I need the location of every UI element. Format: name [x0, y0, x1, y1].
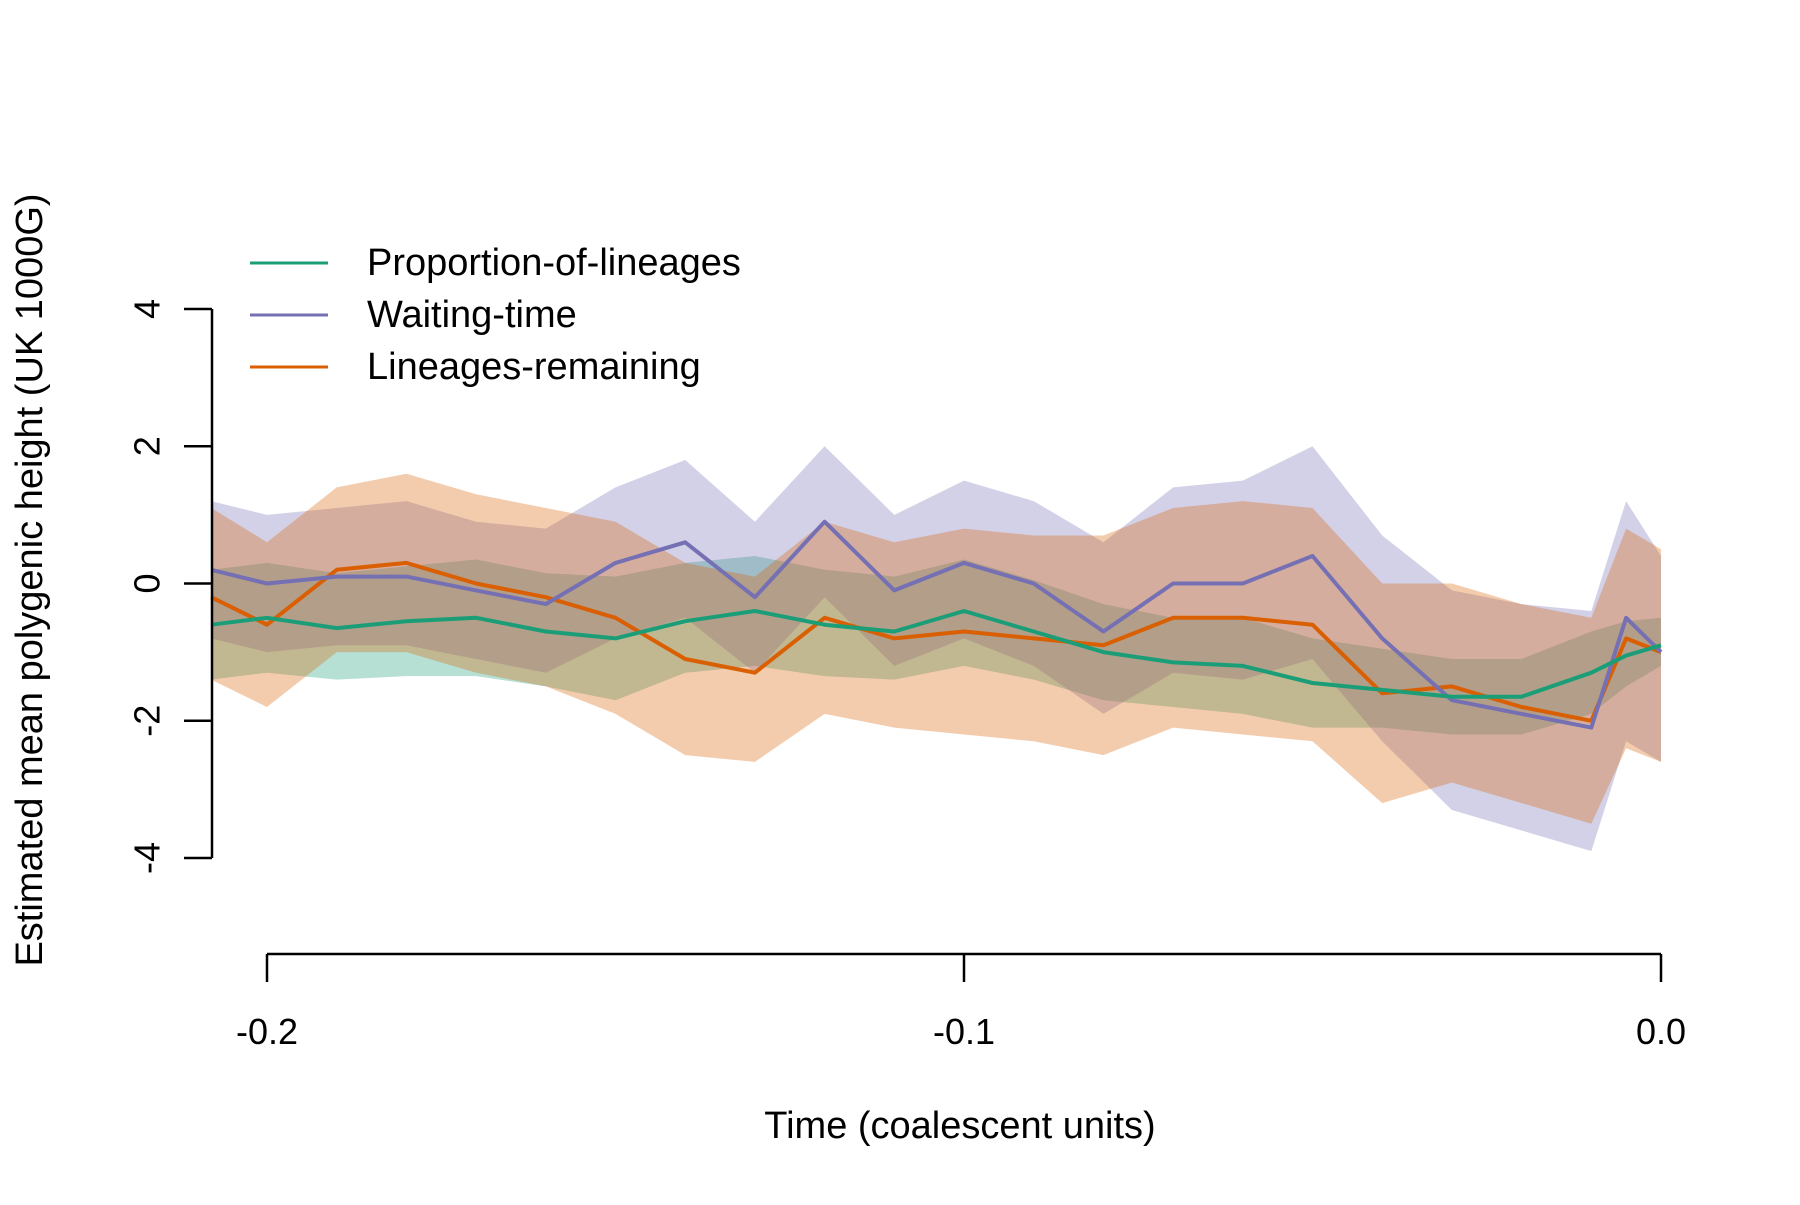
band-1 [211, 556, 1662, 735]
y-axis-label: Estimated mean polygenic height (UK 1000… [9, 193, 51, 966]
x-tick-label-0: -0.2 [236, 1011, 298, 1052]
band-2 [211, 446, 1662, 852]
legend-label-2: Waiting-time [367, 294, 577, 336]
series-lines [210, 519, 1663, 730]
y-tick-label-1: -2 [127, 705, 168, 737]
x-axis: -0.2 -0.1 0.0 [236, 952, 1686, 1052]
series-line-2 [210, 519, 1663, 730]
series-line-1 [210, 609, 1662, 699]
confidence-bands [211, 446, 1662, 852]
legend: Proportion-of-lineages Waiting-time Lineag… [250, 242, 741, 388]
x-tick-label-1: -0.1 [933, 1011, 995, 1052]
legend-label-3: Lineages-remaining [367, 346, 701, 388]
series-line-3 [210, 560, 1662, 723]
y-tick-label-4: 4 [127, 299, 168, 319]
x-tick-label-2: 0.0 [1636, 1011, 1686, 1052]
y-tick-label-0: -4 [127, 842, 168, 874]
y-axis: -4 -2 0 2 4 [127, 299, 214, 874]
legend-label-1: Proportion-of-lineages [367, 242, 741, 284]
y-tick-label-2: 0 [127, 573, 168, 593]
x-axis-label: Time (coalescent units) [764, 1105, 1155, 1147]
y-tick-label-3: 2 [127, 436, 168, 456]
